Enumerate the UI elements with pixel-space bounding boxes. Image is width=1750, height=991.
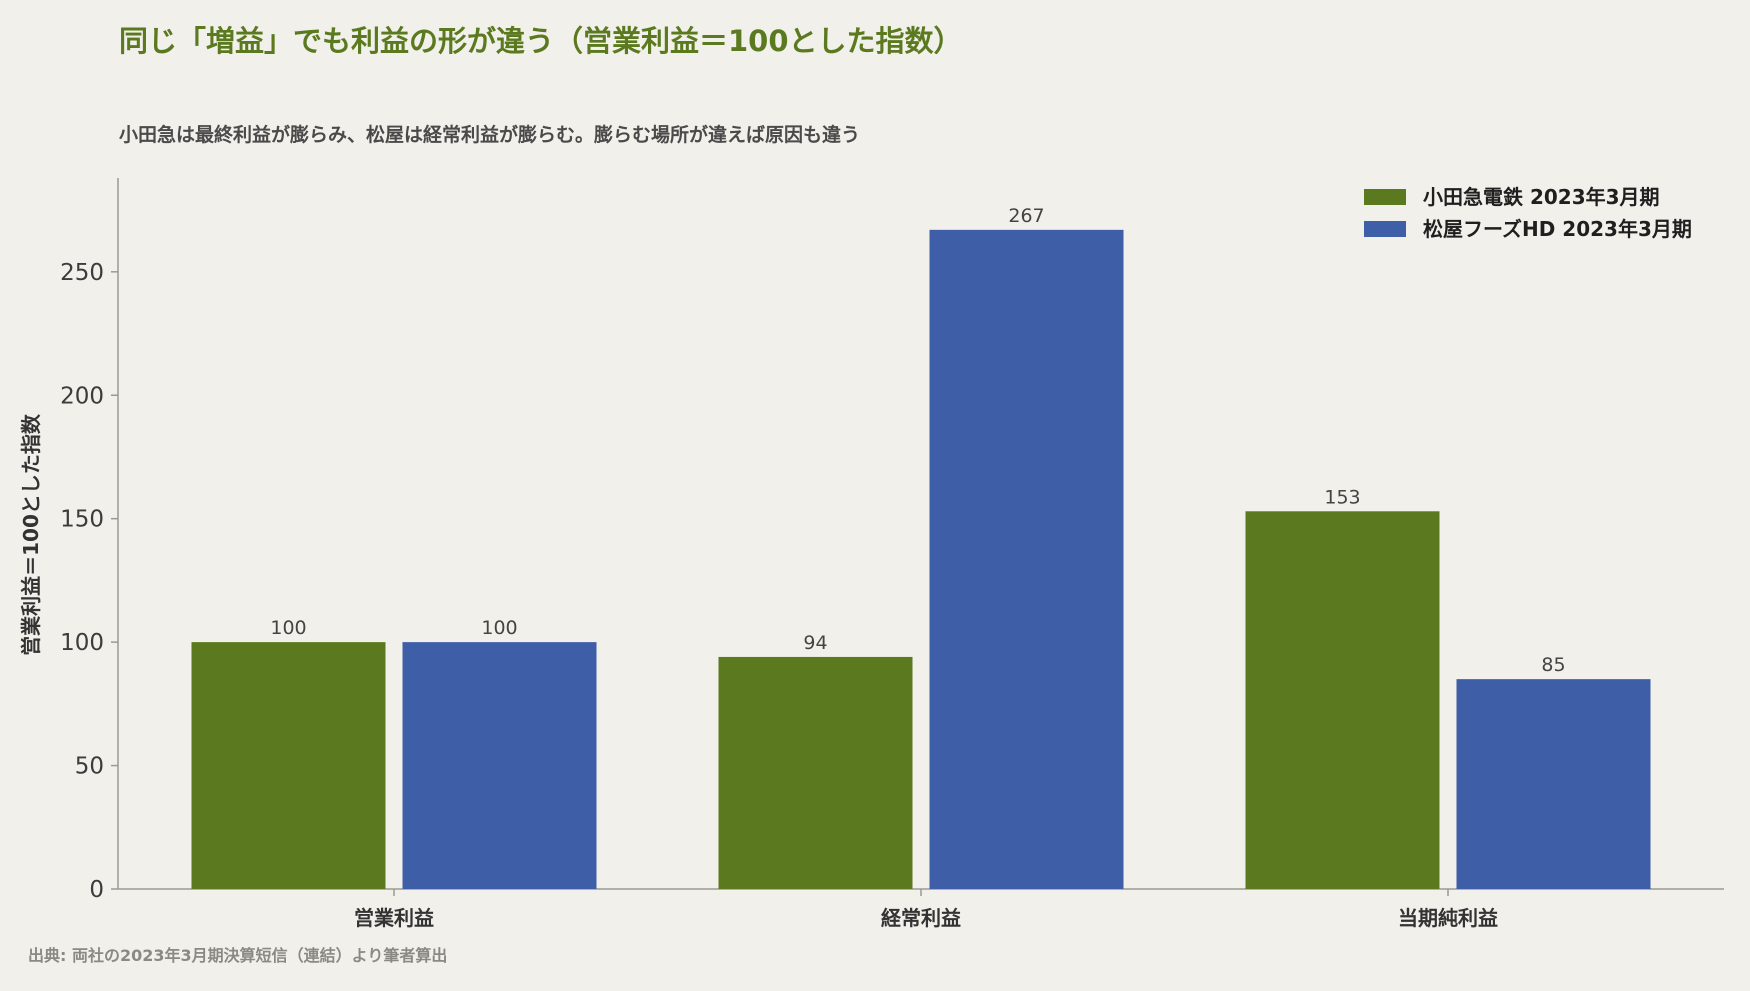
y-tick-label: 0: [89, 877, 104, 903]
data-label: 100: [481, 617, 517, 639]
y-tick-label: 250: [60, 260, 104, 286]
axes: 0 50 100 150 200 250 営業利益 経常利益 当期純利益: [60, 178, 1724, 930]
bar: [191, 642, 386, 889]
legend-label: 小田急電鉄 2023年3月期: [1423, 185, 1660, 209]
bar: [402, 642, 597, 889]
y-tick-label: 200: [60, 383, 104, 409]
bars: [191, 229, 1651, 889]
x-tick-label: 経常利益: [881, 906, 961, 930]
chart-subtitle: 小田急は最終利益が膨らみ、松屋は経常利益が膨らむ。膨らむ場所が違えば原因も違う: [119, 124, 861, 146]
data-label: 100: [270, 617, 306, 639]
y-tick-label: 150: [60, 507, 104, 533]
legend-swatch: [1364, 221, 1406, 237]
y-tick-label: 50: [75, 754, 104, 780]
y-axis-title: 営業利益＝100とした指数: [19, 413, 43, 656]
legend-swatch: [1364, 189, 1406, 205]
bar: [1456, 679, 1651, 889]
data-label: 267: [1008, 205, 1044, 227]
data-label: 94: [803, 632, 827, 654]
chart-title: 同じ「増益」でも利益の形が違う（営業利益＝100とした指数）: [119, 24, 963, 58]
x-tick-label: 当期純利益: [1398, 906, 1498, 930]
data-label: 153: [1324, 486, 1360, 508]
bar: [929, 229, 1124, 889]
x-tick-label: 営業利益: [354, 906, 434, 930]
legend-label: 松屋フーズHD 2023年3月期: [1423, 217, 1692, 241]
bar: [718, 656, 913, 889]
data-label: 85: [1541, 654, 1565, 676]
source-note: 出典: 両社の2023年3月期決算短信（連結）より筆者算出: [28, 946, 448, 965]
bar: [1245, 511, 1440, 889]
y-tick-label: 100: [60, 630, 104, 656]
data-labels: 100 100 94 267 153 85: [270, 205, 1565, 676]
